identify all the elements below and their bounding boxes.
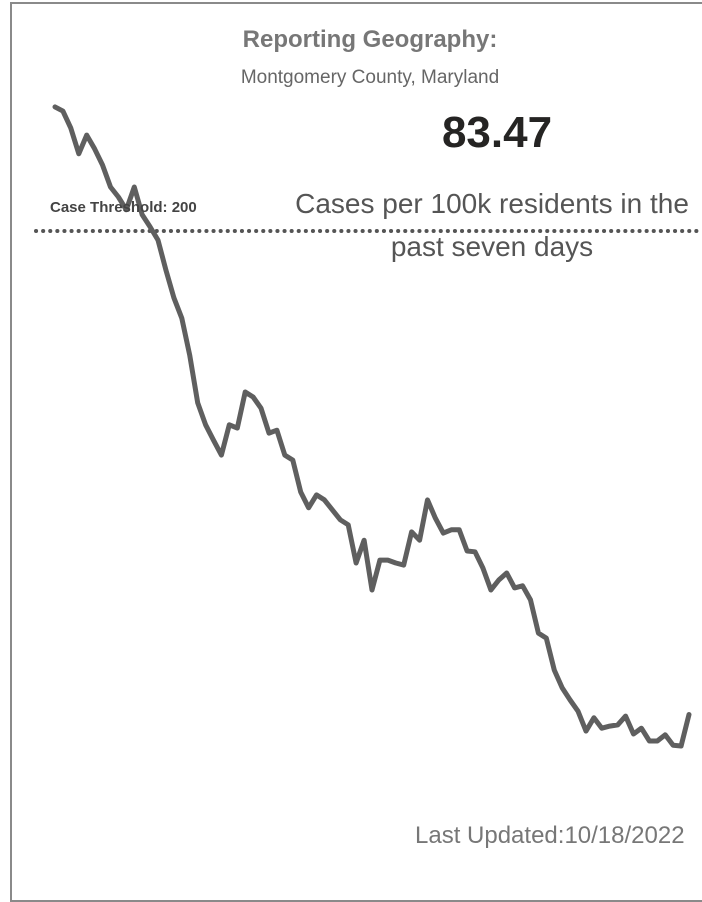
kpi-value: 83.47 xyxy=(441,108,553,157)
footer: Last Updated:10/18/2022 xyxy=(415,822,685,850)
data-line xyxy=(52,104,692,749)
title: Reporting Geography: xyxy=(242,26,498,53)
chart xyxy=(34,104,702,749)
footer-date: 10/18/2022 xyxy=(564,822,685,849)
footer-label: Last Updated: xyxy=(415,822,565,849)
kpi-description: Cases per 100k residents in the past sev… xyxy=(295,188,689,262)
subtitle: Montgomery County, Maryland xyxy=(240,67,500,88)
threshold-label: Case Threshold: 200 xyxy=(50,199,197,216)
page: Reporting Geography: Montgomery County, … xyxy=(10,2,702,902)
